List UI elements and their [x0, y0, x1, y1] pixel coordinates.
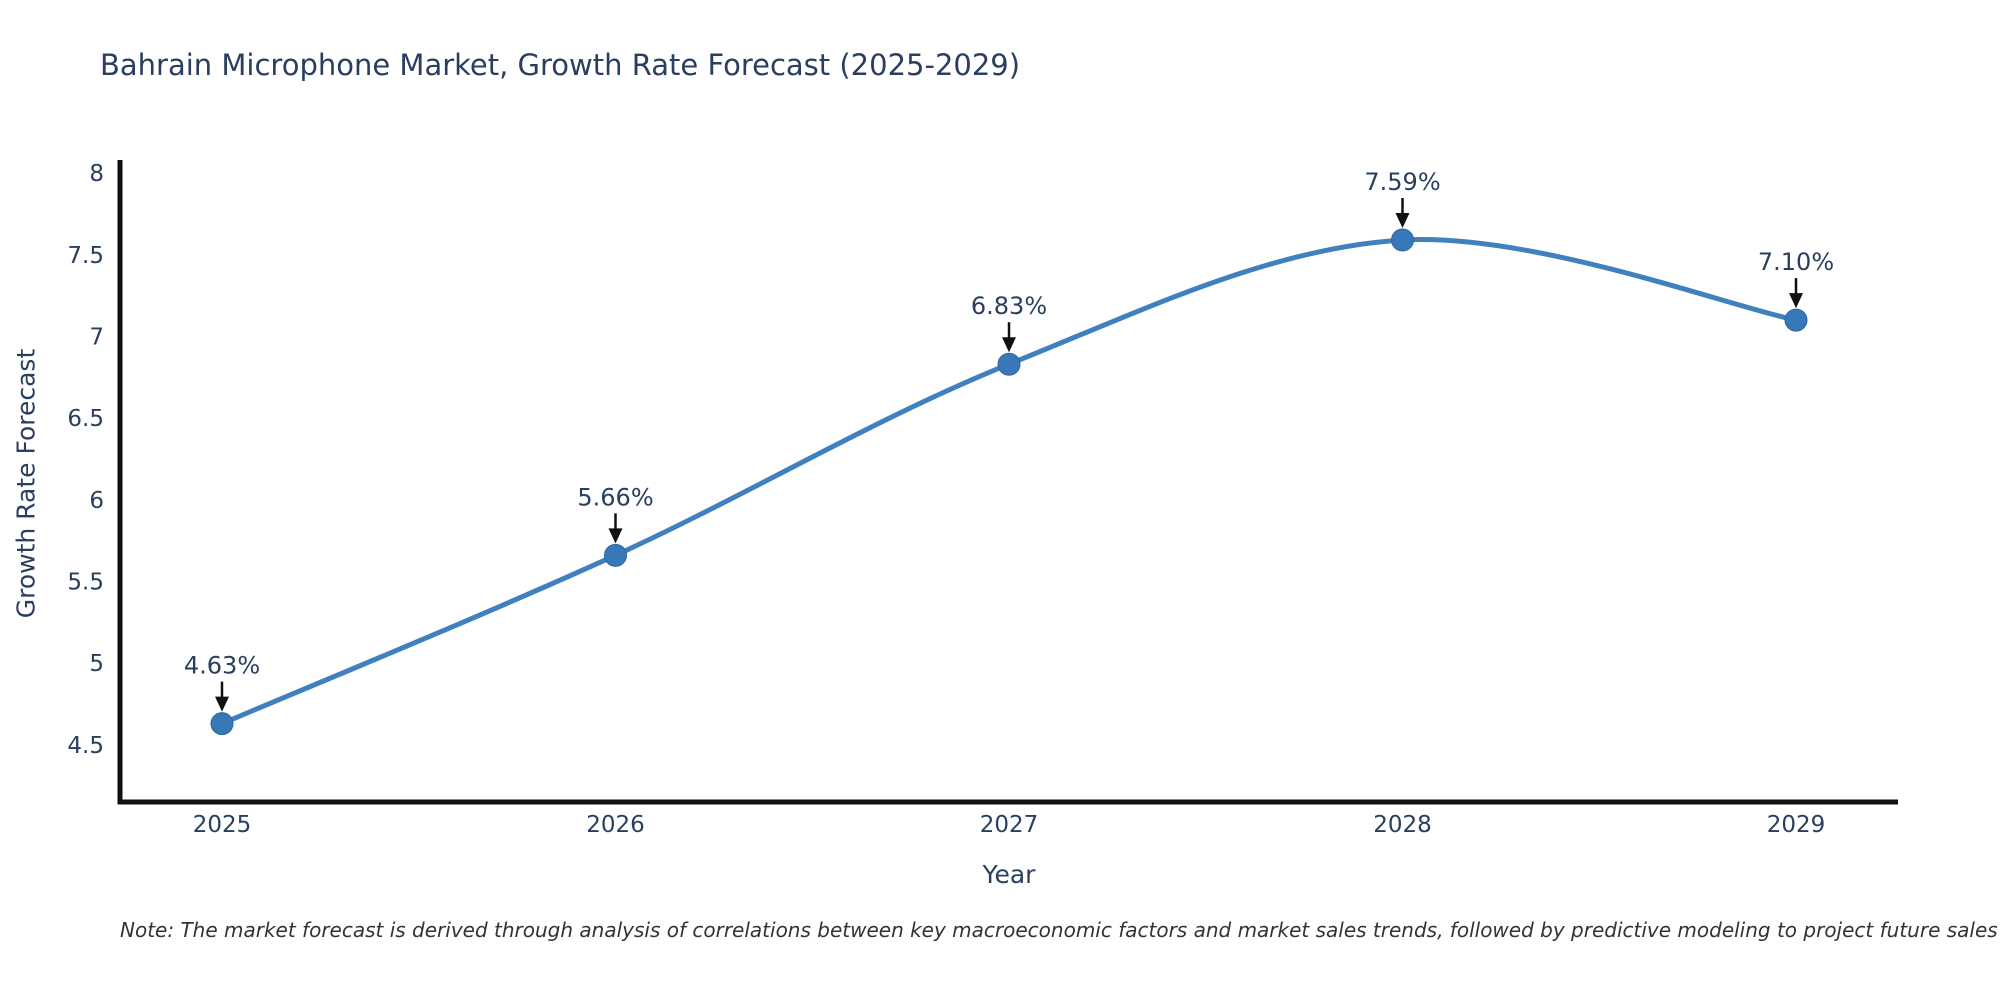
annotation-arrowhead-icon [215, 696, 229, 712]
point-value-label: 4.63% [184, 652, 260, 680]
x-tick-label: 2029 [1767, 812, 1826, 838]
data-point-marker[interactable] [1391, 228, 1414, 252]
point-value-label: 5.66% [577, 483, 653, 511]
annotation-arrowhead-icon [1789, 293, 1803, 309]
chart-title: Bahrain Microphone Market, Growth Rate F… [100, 48, 1021, 82]
annotation-arrowhead-icon [608, 528, 623, 544]
y-axis-title: Growth Rate Forecast [11, 348, 41, 619]
annotation-arrowhead-icon [1002, 337, 1016, 353]
y-tick-label: 5.5 [67, 570, 104, 596]
footnote: Note: The market forecast is derived thr… [120, 918, 1998, 942]
data-point-marker[interactable] [210, 712, 234, 736]
point-value-label: 7.10% [1758, 248, 1834, 276]
x-tick-label: 2026 [586, 812, 645, 838]
y-tick-label: 7 [89, 324, 104, 350]
annotation-arrowhead-icon [1395, 213, 1410, 229]
axis-lines [117, 160, 1898, 805]
data-point-marker[interactable] [1784, 308, 1808, 332]
x-tick-label: 2027 [980, 812, 1039, 838]
y-tick-label: 6.5 [67, 406, 104, 432]
x-tick-label: 2025 [193, 812, 252, 838]
data-point-marker[interactable] [997, 352, 1021, 376]
y-tick-label: 6 [89, 488, 104, 514]
y-tick-label: 4.5 [67, 733, 104, 759]
y-tick-label: 8 [89, 161, 104, 187]
point-value-label: 6.83% [971, 292, 1047, 320]
y-tick-label: 7.5 [67, 243, 104, 269]
x-tick-label: 2028 [1373, 812, 1432, 838]
data-point-marker[interactable] [604, 543, 627, 567]
point-value-label: 7.59% [1364, 168, 1440, 196]
x-axis-title: Year [982, 860, 1036, 889]
y-tick-label: 5 [89, 651, 104, 677]
